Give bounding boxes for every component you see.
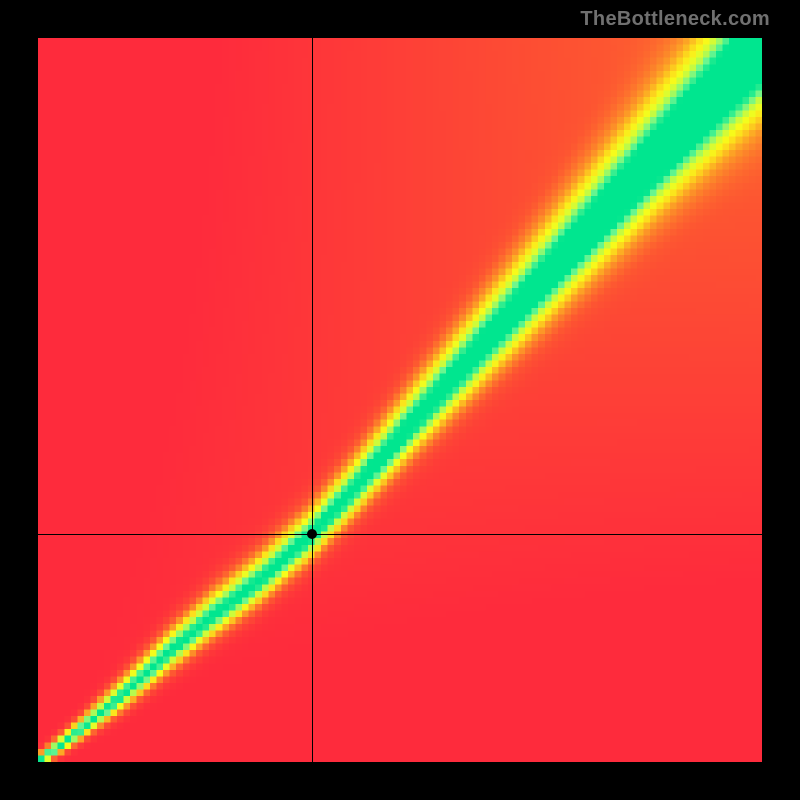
chart-container: TheBottleneck.com [0,0,800,800]
watermark-text: TheBottleneck.com [580,8,770,31]
crosshair-vertical [312,38,313,762]
data-point-marker [307,529,317,539]
heatmap-plot [38,38,762,762]
crosshair-horizontal [38,534,762,535]
heatmap-canvas [38,38,762,762]
